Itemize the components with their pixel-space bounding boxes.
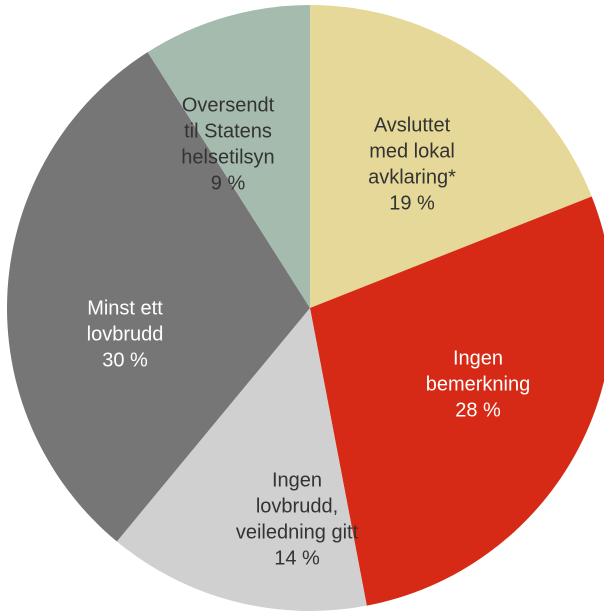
value-label: 30 % [102,349,148,371]
pie-slice [6,52,310,542]
slice-label: veiledning gitt [236,521,359,543]
slice-label: lovbrudd, [256,495,338,517]
slice-label: lovbrudd [87,323,164,345]
slice-label: Ingen [453,347,503,369]
slice-label: Ingen [272,469,322,491]
value-label: 28 % [455,399,501,421]
pie-slice [310,5,592,308]
value-label: 9 % [211,172,246,194]
pie-slice [147,5,310,308]
pie-slice [116,308,367,611]
slice-label: avklaring* [368,166,456,188]
slice-label: til Statens [184,120,272,142]
value-label: 19 % [389,192,435,214]
slice-label: bemerkning [426,373,531,395]
slice-label: helsetilsyn [181,146,274,168]
value-label: 14 % [274,547,320,569]
pie-slice [310,196,604,606]
slice-label: Oversendt [182,94,275,116]
slice-label: med lokal [369,140,455,162]
slice-label: Avsluttet [374,114,451,136]
slice-label: Minst ett [87,297,163,319]
